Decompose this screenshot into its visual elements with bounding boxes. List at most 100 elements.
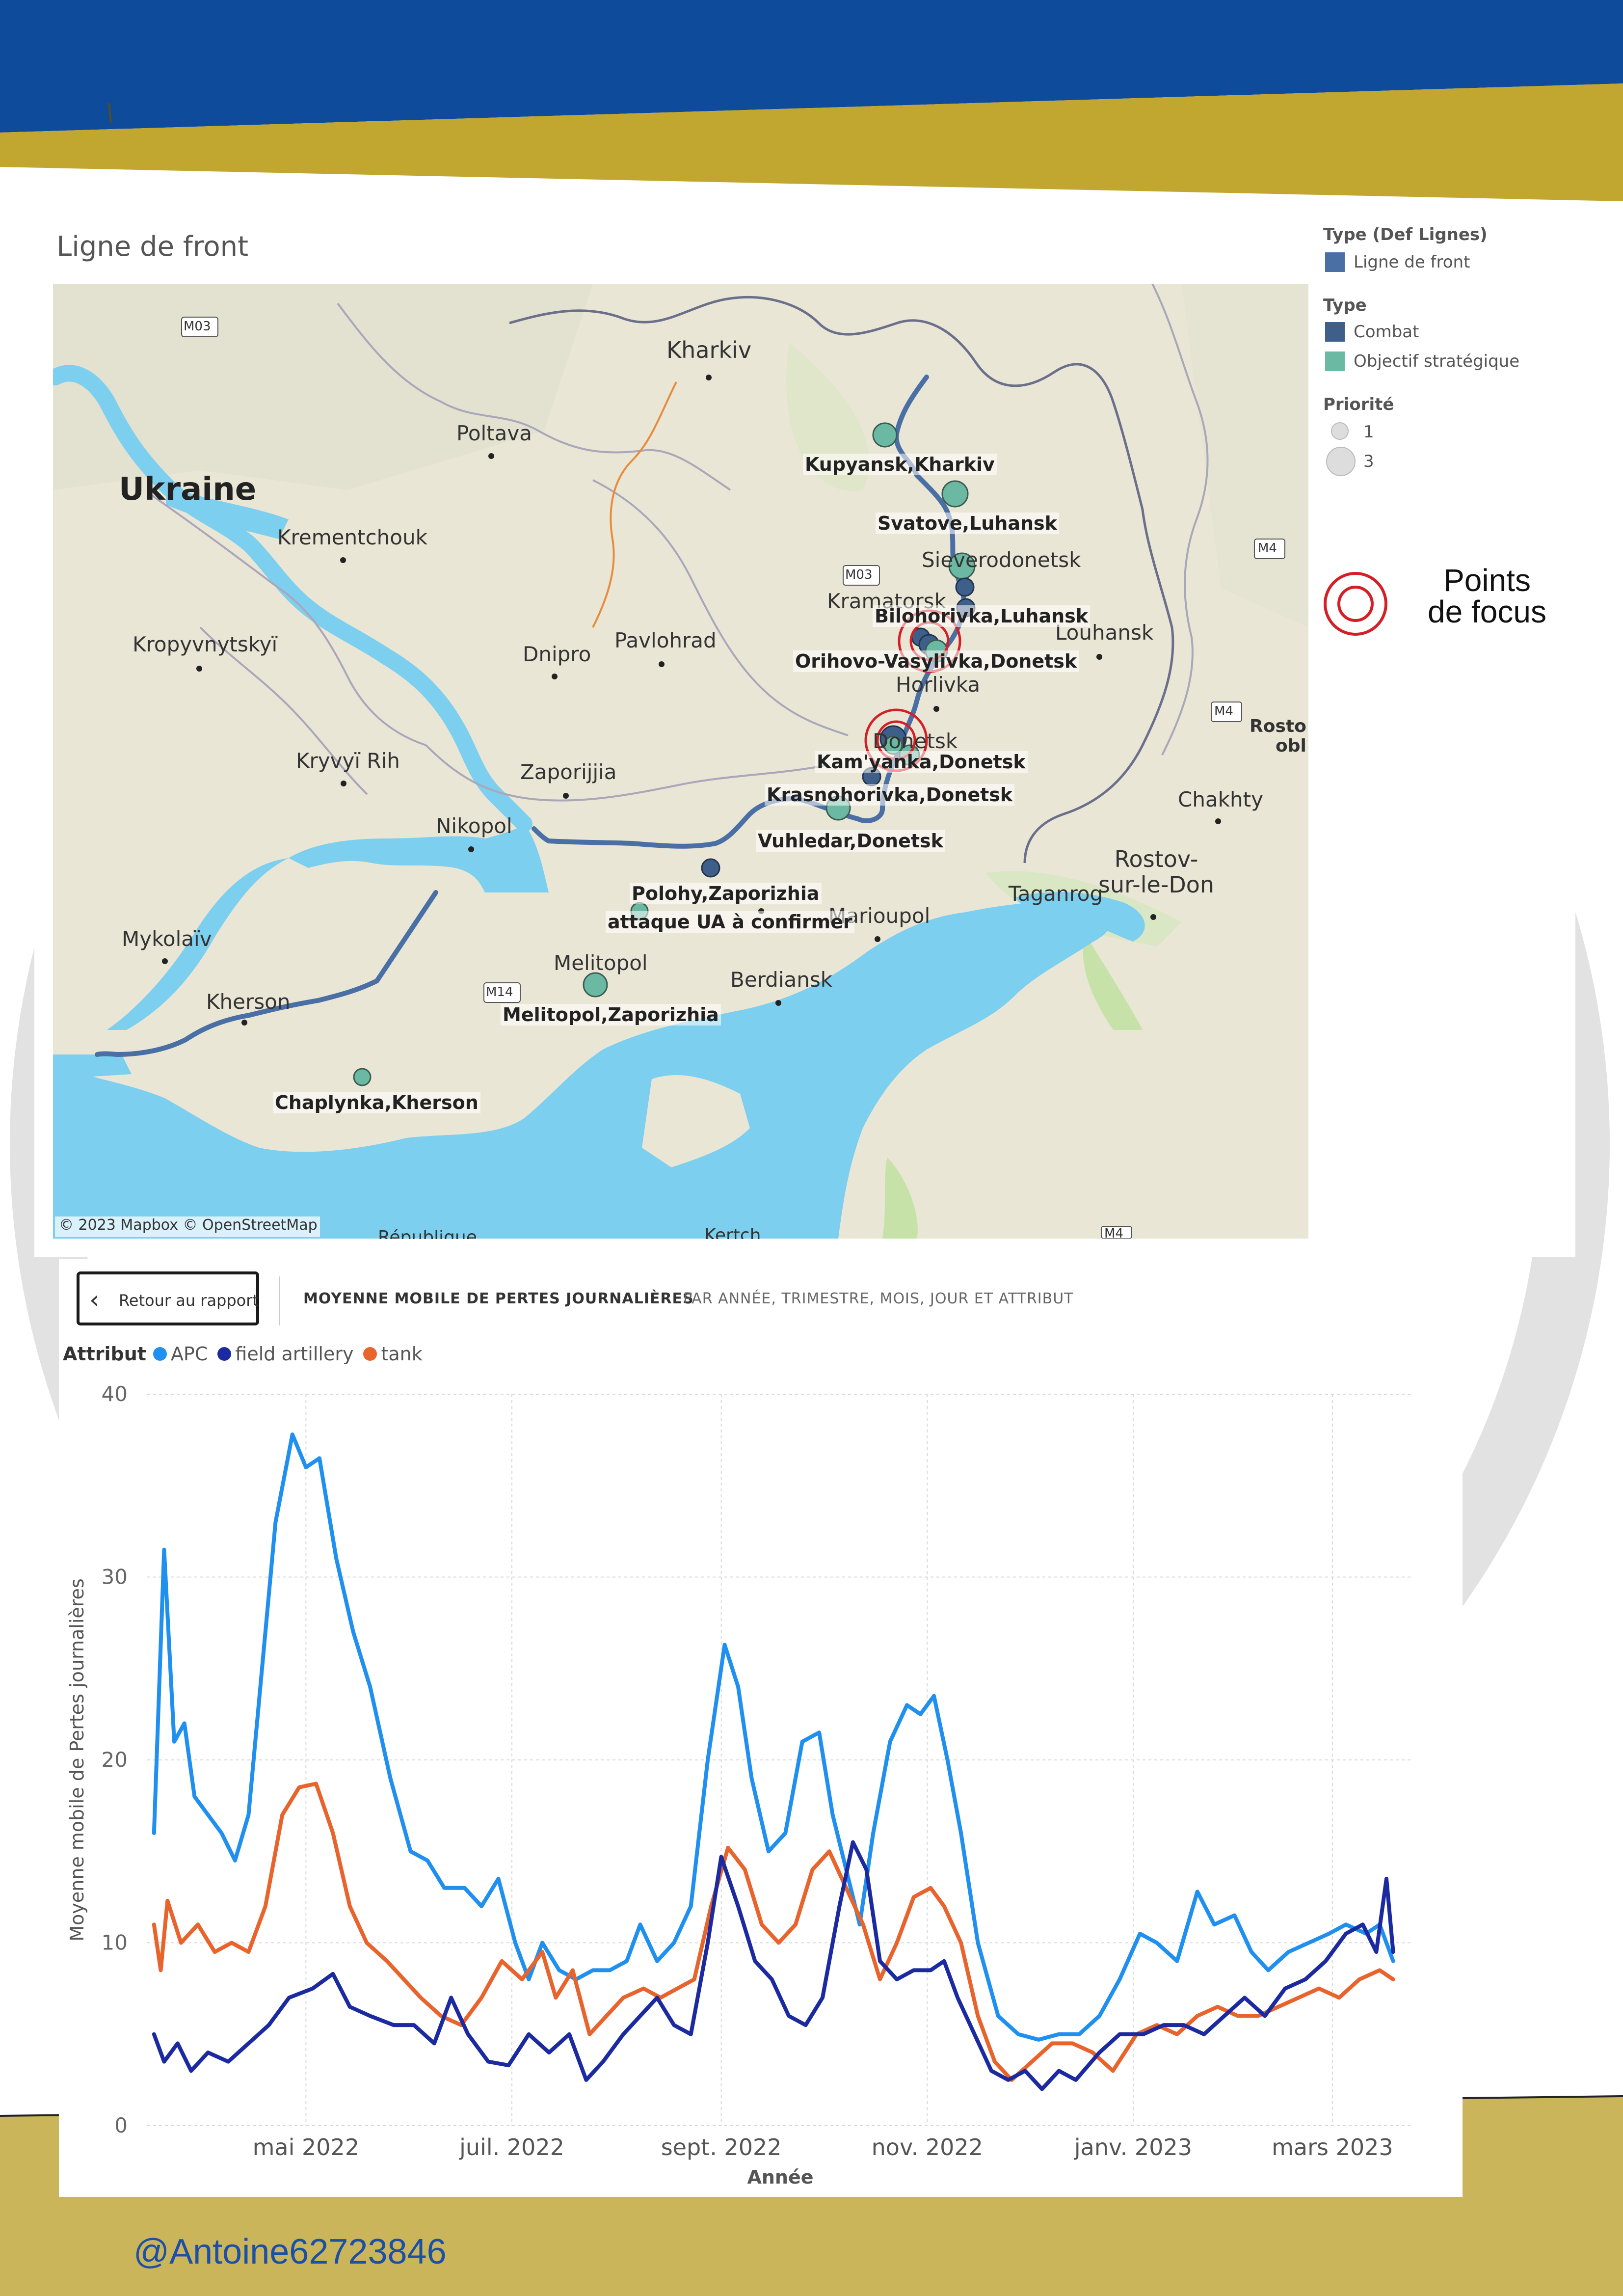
x-tick-label: mai 2022 [253,2134,359,2161]
chart-legend-title: Attribut [63,1343,146,1365]
place-label: Chakhty [1178,787,1263,811]
legend-item: 3 [1363,452,1374,471]
objective-label: Svatove,Luhansk [876,513,1059,534]
objective-label: Melitopol,Zaporizhia [501,1004,721,1026]
y-tick-label: 10 [102,1931,128,1955]
legend-heading: Type (Def Lignes) [1323,225,1488,244]
chart-legend-item[interactable]: APC [153,1343,208,1365]
chart-panel [59,1259,1463,2197]
x-tick-label: sept. 2022 [661,2134,782,2161]
legend-item: 1 [1363,422,1374,442]
objective-label: Bilohorivka,Luhansk [873,605,1091,627]
place-label: Kertch [704,1225,761,1239]
place-label: République [378,1227,477,1239]
legend-swatch [1325,351,1345,371]
objective-label: attaque UA à confirmer [606,911,854,933]
objective-label: Polohy,Zaporizhia [630,883,822,904]
author-handle[interactable]: @Antoine62723846 [133,2232,447,2271]
place-label: Taganrog [1009,882,1103,906]
place-label: Kherson [206,990,291,1014]
divider [279,1276,280,1325]
objective-label: Vuhledar,Donetsk [756,830,945,852]
place-label: Rosto obl [1250,716,1306,756]
objective-label: Krasnohorivka,Donetsk [765,784,1015,806]
front-line-map[interactable] [53,284,1308,1239]
place-label: Dnipro [523,642,591,666]
place-label: Kropyvnytskyï [133,632,278,656]
legend-dot-icon [153,1347,167,1361]
place-label: Pavlohrad [614,628,717,652]
series-line-field-artillery [152,1840,1395,2091]
back-button-label: Retour au rapport [119,1291,259,1310]
road-label: M4 [1104,1226,1123,1241]
x-tick-label: janv. 2023 [1074,2134,1192,2161]
legend-swatch [1325,252,1345,272]
objective-label: Chaplynka,Kherson [273,1092,480,1113]
place-label: Sieverodonetsk [922,548,1081,572]
road-label: M4 [1214,704,1233,719]
objective-label: Kupyansk,Kharkiv [803,454,997,475]
y-tick-label: 40 [102,1382,128,1406]
focus-label-line: de focus [1428,594,1546,629]
x-tick-label: juil. 2022 [459,2134,564,2161]
map-attribution[interactable]: © 2023 Mapbox © OpenStreetMap [59,1216,318,1234]
place-label: Rostov- sur-le-Don [1098,846,1215,898]
priority-swatch [1331,422,1349,440]
chart-legend-series: APC field artillery tank [153,1343,423,1365]
series-line-APC [152,1432,1395,2042]
place-label: Horlivka [896,673,981,697]
map-title: Ligne de front [56,231,249,263]
chart-legend-label: tank [381,1343,423,1365]
y-tick-label: 20 [102,1748,128,1772]
place-label: Krementchouk [277,525,427,549]
chart-legend-item[interactable]: field artillery [217,1343,353,1365]
focus-label-line: Points [1443,563,1531,598]
road-label: M14 [486,985,513,999]
objective-label: Kam'yanka,Donetsk [815,751,1028,773]
place-label: Poltava [456,421,532,445]
chart-legend-item[interactable]: tank [363,1343,423,1365]
chart-legend: Attribut APC field artillery tank [63,1343,423,1365]
series-line-tank [152,1782,1395,2082]
legend-swatch [1325,322,1345,342]
report-title: MOYENNE MOBILE DE PERTES JOURNALIÈRES [303,1290,694,1307]
priority-swatch [1326,447,1356,476]
chevron-left-icon: ‹ [89,1285,100,1315]
y-tick-label: 30 [102,1565,128,1589]
legend-dot-icon [217,1347,232,1361]
place-label: Melitopol [554,951,648,975]
country-label: Ukraine [119,471,257,508]
x-tick-label: mars 2023 [1272,2134,1393,2161]
legend-heading: Priorité [1323,395,1394,414]
y-axis-title: Moyenne mobile de Pertes journalières [66,1578,88,1941]
legend-item[interactable]: Objectif stratégique [1354,351,1520,371]
top-blue-banner [0,0,1623,133]
chart-legend-label: APC [170,1343,208,1365]
legend-dot-icon [363,1347,377,1361]
road-label: M03 [184,319,211,334]
place-label: Nikopol [436,814,512,838]
road-label: M03 [845,567,873,582]
legend-item[interactable]: Ligne de front [1354,252,1470,272]
x-tick-label: nov. 2022 [872,2134,983,2161]
place-label: Mykolaïv [122,927,212,951]
road-label: M4 [1258,541,1277,556]
legend-item[interactable]: Combat [1354,322,1419,342]
focus-icon [1324,572,1387,636]
legend-heading: Type [1323,296,1367,315]
x-axis-title: Année [747,2166,813,2188]
place-label: Donetsk [873,729,958,753]
loss-chart[interactable]: 0 10 20 30 40 mai 2022 juil. 2022 sept. 2022 nov… [59,1375,1463,2194]
place-label: Kryvyï Rih [296,749,400,773]
objective-label: Orihovo-Vasylivka,Donetsk [793,650,1079,672]
focus-label: Points de focus [1413,565,1561,627]
chart-legend-label: field artillery [235,1343,354,1365]
report-subtitle: PAR ANNÉE, TRIMESTRE, MOIS, JOUR ET ATTR… [683,1290,1074,1307]
y-tick-label: 0 [114,2113,128,2137]
place-label: Zaporijjia [520,760,617,784]
top-gold-band [0,83,1623,201]
place-label: Berdiansk [730,968,833,992]
place-label: Kharkiv [666,337,752,363]
back-button[interactable]: ‹ Retour au rapport [77,1271,259,1325]
